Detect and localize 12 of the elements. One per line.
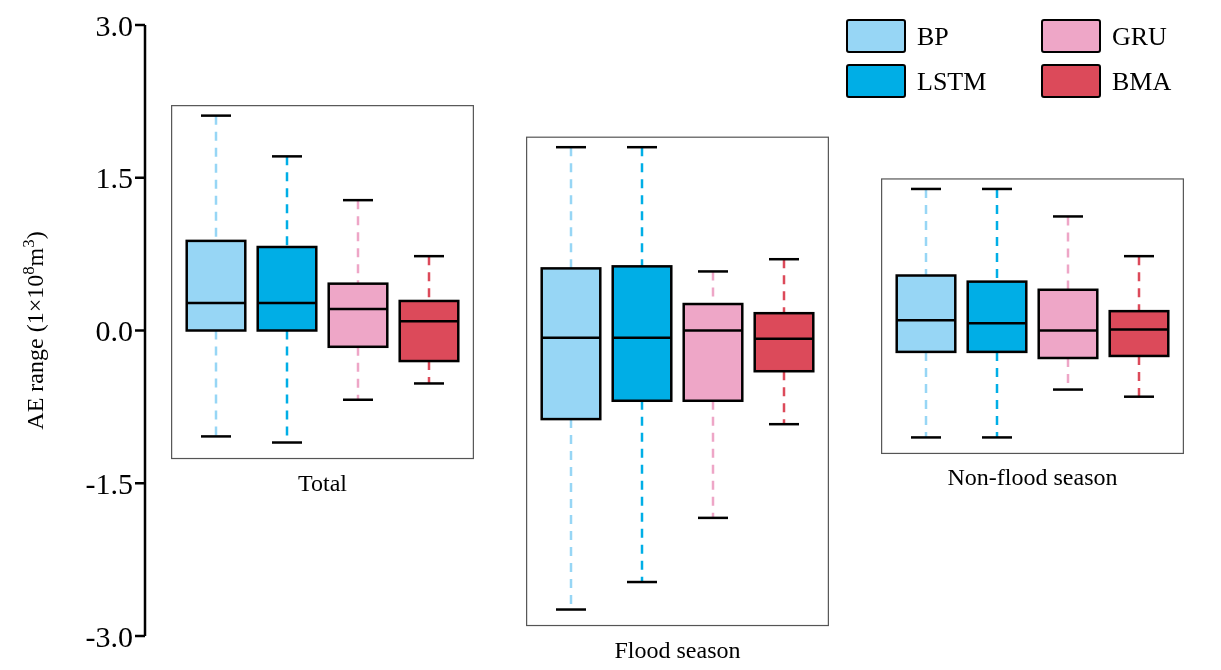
legend-label: LSTM: [917, 67, 987, 96]
y-tick-label: -3.0: [85, 619, 133, 653]
y-tick-label: 0.0: [95, 314, 133, 348]
x-tick-label: Non-flood season: [947, 464, 1118, 491]
y-tick-label: -1.5: [85, 466, 133, 500]
legend-label: GRU: [1112, 22, 1168, 51]
x-tick-label: Flood season: [614, 636, 741, 663]
y-tick-label: 1.5: [95, 161, 133, 195]
y-tick-label: 3.0: [95, 8, 133, 42]
legend-label: BMA: [1112, 67, 1172, 96]
x-tick-label: Total: [298, 469, 348, 496]
legend-label: BP: [917, 22, 949, 51]
